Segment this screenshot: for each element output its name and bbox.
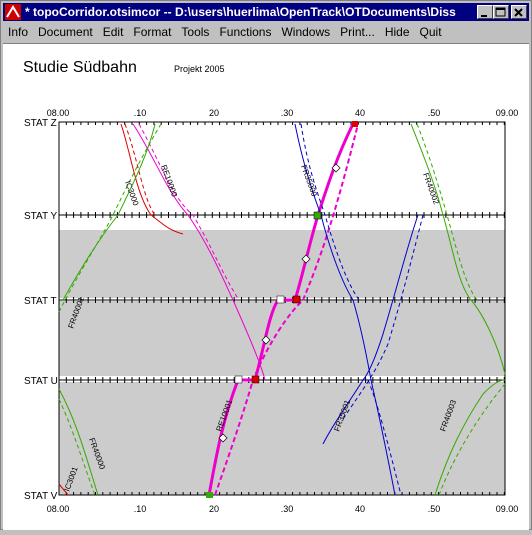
maximize-icon [495, 7, 506, 17]
graph-subtitle: Projekt 2005 [174, 64, 225, 74]
train-ic [58, 123, 184, 496]
train-path [438, 383, 506, 496]
time-tick-bottom: 09.00 [496, 504, 519, 514]
menu-tools[interactable]: Tools [181, 25, 210, 39]
marker[interactable] [206, 492, 213, 498]
marker[interactable] [313, 211, 322, 220]
menu-bar: Info Document Edit Format Tools Functions Wind… [3, 22, 529, 42]
time-tick-bottom: 20 [209, 504, 219, 514]
marker[interactable] [261, 335, 271, 345]
app-icon[interactable] [5, 4, 21, 20]
occupation-block [59, 301, 505, 376]
marker[interactable] [301, 254, 311, 264]
path-markers [206, 121, 358, 498]
marker[interactable] [234, 375, 243, 384]
train-path [367, 379, 402, 496]
marker[interactable] [292, 295, 301, 304]
station-label: STAT T [24, 296, 57, 307]
menu-print[interactable]: Print... [340, 25, 375, 39]
time-tick-top: 09.00 [496, 108, 519, 118]
train-path [138, 123, 240, 301]
occupation-block [59, 382, 505, 495]
graph-svg: Studie Südbahn Projekt 2005 08.00 .10 20… [23, 59, 519, 514]
time-tick-bottom: .30 [281, 504, 294, 514]
minimize-icon [481, 15, 487, 17]
train-label: FR35000 [299, 164, 319, 199]
marker[interactable] [331, 163, 341, 173]
station-label: STAT V [24, 491, 58, 502]
maximize-button[interactable] [493, 5, 509, 19]
graph-frame [58, 121, 506, 496]
occupation-block [59, 230, 505, 298]
scheduled-train-path [214, 123, 359, 496]
train-path [58, 398, 96, 496]
menu-edit[interactable]: Edit [102, 25, 124, 39]
station-label: STAT Z [24, 118, 57, 129]
menu-windows[interactable]: Windows [281, 25, 331, 39]
train-path [410, 123, 506, 375]
train-path [416, 123, 478, 301]
time-tick-top: 40 [355, 108, 365, 118]
title-bar[interactable]: * topoCorridor.otsimcor -- D:\users\huer… [3, 3, 529, 21]
time-tick-bottom: .10 [134, 504, 147, 514]
train-fr35 [294, 123, 424, 496]
time-tick-top: 08.00 [47, 108, 70, 118]
marker[interactable] [352, 121, 358, 127]
menu-quit[interactable]: Quit [419, 25, 442, 39]
station-ticks [58, 122, 505, 495]
train-path [300, 123, 360, 301]
window-title: * topoCorridor.otsimcor -- D:\users\huer… [25, 5, 456, 19]
train-path [132, 123, 266, 381]
close-icon [514, 8, 523, 17]
train-label: FR40002 [421, 172, 441, 207]
time-distance-graph[interactable]: Studie Südbahn Projekt 2005 08.00 .10 20… [3, 43, 529, 530]
train-path [294, 123, 396, 496]
time-tick-top: .10 [134, 108, 147, 118]
train-path [58, 123, 162, 313]
marker[interactable] [218, 433, 228, 443]
train-path [342, 214, 424, 420]
train-re [132, 123, 266, 381]
train-path [322, 214, 419, 445]
marker[interactable] [251, 375, 260, 384]
time-tick-top: 20 [209, 108, 219, 118]
train-path [58, 483, 69, 496]
menu-functions[interactable]: Functions [219, 25, 272, 39]
time-tick-bottom: 40 [355, 504, 365, 514]
time-tick-top: .30 [281, 108, 294, 118]
station-label: STAT Y [24, 211, 57, 222]
graph-title: Studie Südbahn [23, 59, 137, 76]
train-label: RE10000 [159, 164, 179, 199]
station-label: STAT U [24, 376, 58, 387]
train-path [120, 123, 184, 235]
train-label: IC3000 [123, 180, 140, 208]
time-tick-top: .50 [428, 108, 441, 118]
menu-hide[interactable]: Hide [384, 25, 410, 39]
menu-format[interactable]: Format [133, 25, 172, 39]
time-tick-bottom: 08.00 [47, 504, 70, 514]
menu-info[interactable]: Info [8, 25, 29, 39]
menu-document[interactable]: Document [38, 25, 93, 39]
marker[interactable] [276, 295, 285, 304]
minimize-button[interactable] [477, 5, 493, 19]
train-path [62, 123, 156, 301]
close-button[interactable] [511, 5, 527, 19]
time-tick-bottom: .50 [428, 504, 441, 514]
train-path [58, 388, 99, 496]
train-path [434, 379, 506, 496]
train-fr40 [58, 123, 506, 496]
